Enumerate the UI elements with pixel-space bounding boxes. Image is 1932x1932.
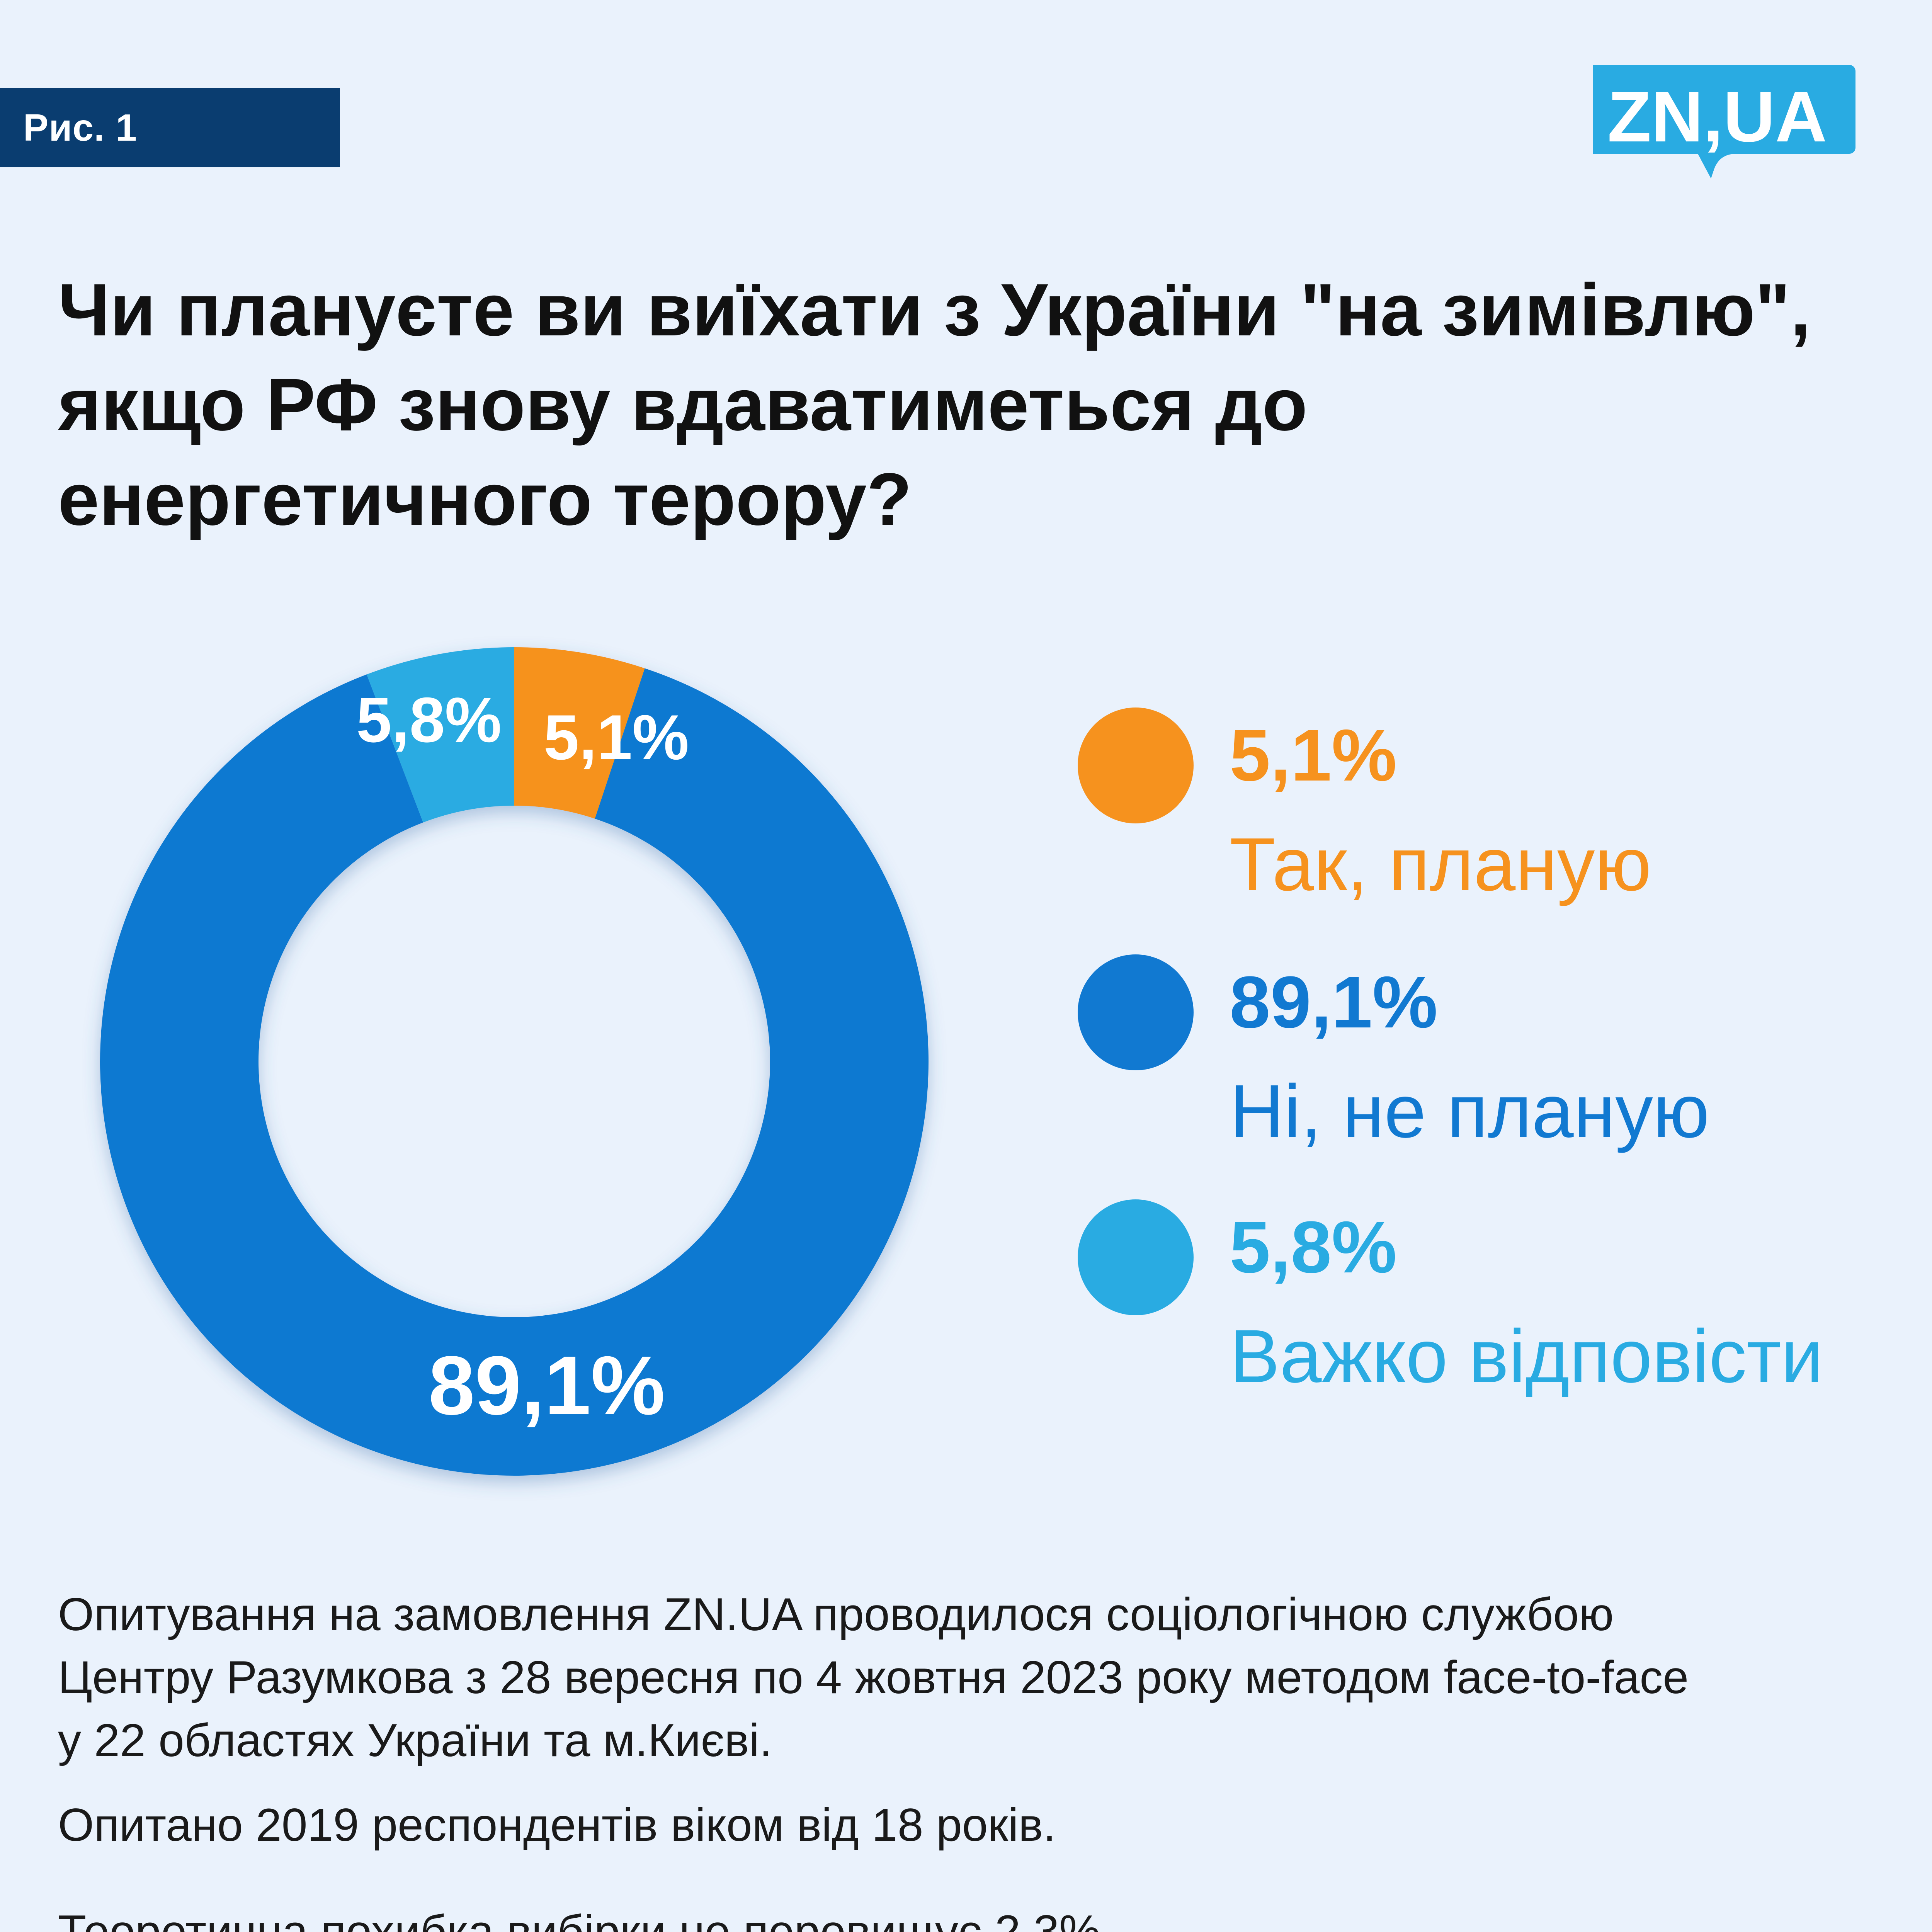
svg-text:5,1%: 5,1%: [544, 702, 689, 773]
svg-text:89,1%: 89,1%: [429, 1338, 665, 1432]
svg-text:5,8%: 5,8%: [356, 684, 502, 755]
